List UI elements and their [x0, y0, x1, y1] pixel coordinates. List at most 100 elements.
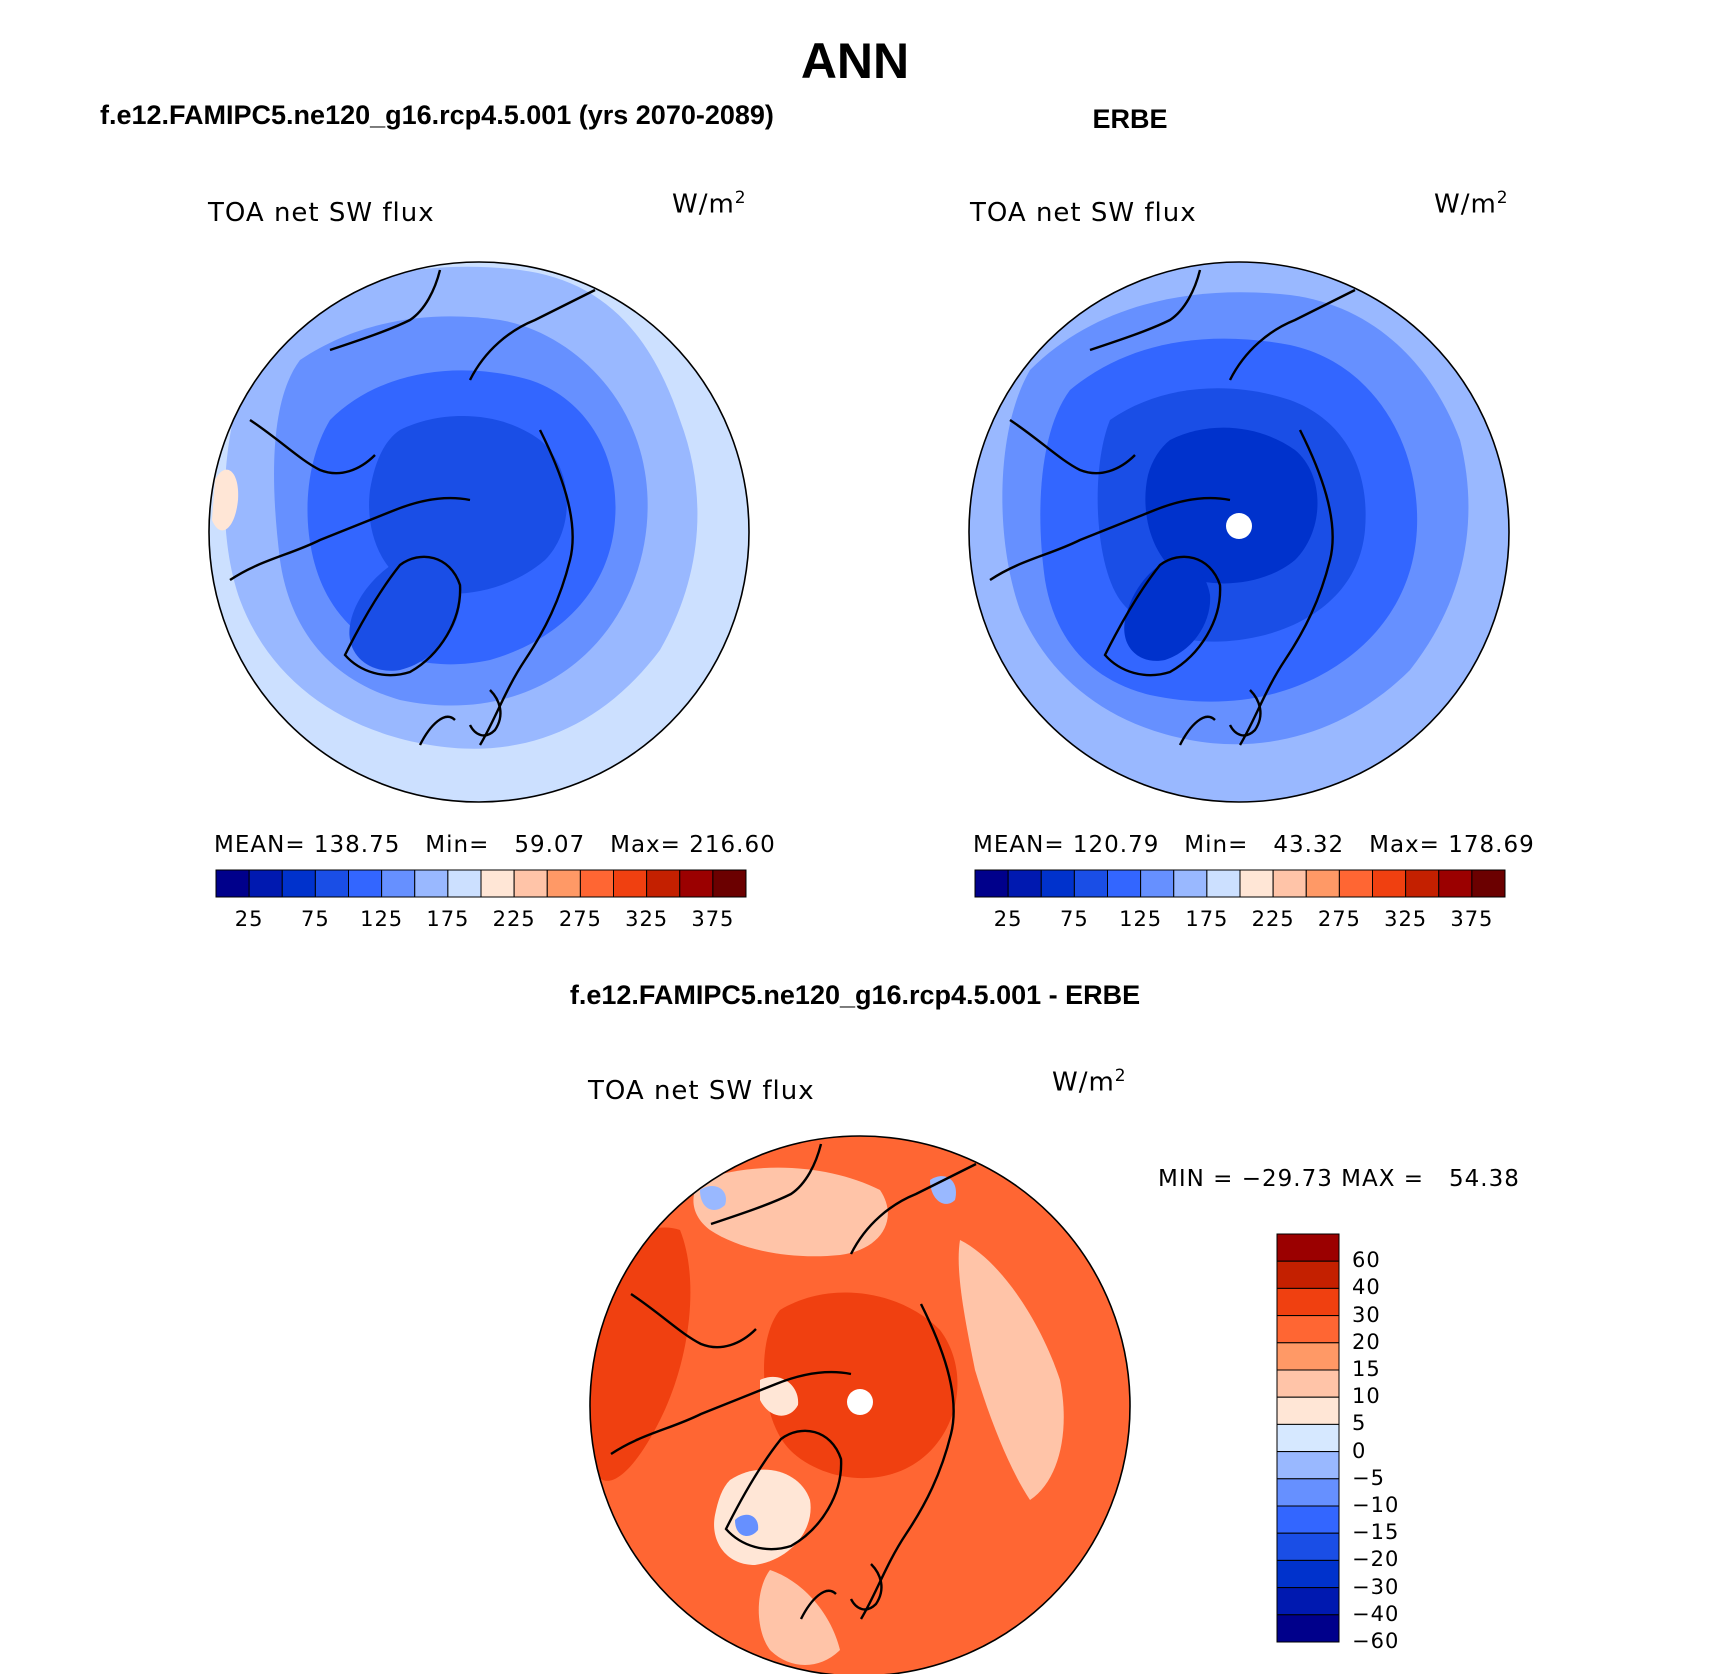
- model-colorbar-box: [480, 869, 515, 898]
- obs-colorbar-box: [1305, 869, 1340, 898]
- diff-colorbar-tick-label: −5: [1352, 1465, 1385, 1490]
- diff-field-cold-north: [700, 1185, 726, 1210]
- diff-stats: MIN = −29.73 MAX = 54.38: [1158, 1166, 1520, 1192]
- diff-colorbar-tick-label: −60: [1352, 1629, 1400, 1653]
- model-colorbar-box: [215, 869, 250, 898]
- model-stats: MEAN= 138.75 Min= 59.07 Max= 216.60: [214, 832, 776, 858]
- model-colorbar-box: [314, 869, 349, 898]
- diff-colorbar-tick-label: 30: [1352, 1302, 1381, 1327]
- obs-variable-label: TOA net SW flux: [970, 198, 1197, 228]
- diff-colorbar-box: [1276, 1315, 1340, 1344]
- obs-coastlines: [989, 269, 1356, 746]
- diff-colorbar-box: [1276, 1287, 1340, 1317]
- diff-colorbar-box: [1276, 1451, 1340, 1480]
- model-colorbar-box: [248, 869, 283, 898]
- diff-colorbar-box: [1276, 1614, 1340, 1643]
- obs-units-label: W/m2: [1434, 188, 1509, 220]
- model-colorbar-tick-label: 325: [625, 907, 669, 931]
- diff-colorbar-tick-label: 0: [1352, 1438, 1367, 1463]
- model-colorbar-box: [546, 869, 581, 898]
- diff-colorbar-ticks: 60 40 30 20 15 10 5 0 −5 −10 −15 −20 −30 −40 −60: [1352, 1234, 1452, 1653]
- obs-colorbar-tick-label: 75: [1060, 907, 1089, 931]
- model-colorbar-box: [679, 869, 714, 898]
- diff-colorbar-tick-label: −30: [1352, 1574, 1400, 1599]
- obs-colorbar-box: [1040, 869, 1075, 898]
- diff-colorbar-box: [1276, 1396, 1340, 1425]
- model-colorbar-tick-label: 275: [558, 907, 602, 931]
- obs-colorbar-box: [1438, 869, 1473, 898]
- diff-colorbar-tick-label: −15: [1352, 1520, 1400, 1545]
- model-colorbar-tick-label: 75: [301, 907, 330, 931]
- obs-colorbar-box: [1140, 869, 1175, 898]
- obs-colorbar-box: [1372, 869, 1407, 898]
- diff-colorbar-box: [1276, 1587, 1340, 1616]
- obs-colorbar-tick-label: 175: [1185, 907, 1229, 931]
- diff-colorbar-box: [1276, 1559, 1340, 1589]
- model-colorbar: [215, 869, 747, 898]
- obs-colorbar-box: [1338, 869, 1373, 898]
- diff-units-label: W/m2: [1052, 1066, 1127, 1098]
- diff-colorbar-tick-label: −40: [1352, 1601, 1400, 1626]
- obs-colorbar-tick-label: 25: [993, 907, 1023, 931]
- diff-field-pale-north: [693, 1167, 888, 1257]
- diff-colorbar-box: [1276, 1369, 1340, 1398]
- diff-colorbar-box: [1276, 1478, 1340, 1507]
- diff-colorbar-box: [1276, 1423, 1340, 1453]
- model-colorbar-box: [447, 869, 482, 898]
- diff-colorbar-tick-label: −20: [1352, 1547, 1400, 1572]
- obs-colorbar-tick-label: 375: [1450, 907, 1494, 931]
- model-colorbar-tick-label: 225: [492, 907, 536, 931]
- obs-colorbar-tick-label: 275: [1317, 907, 1361, 931]
- figure-title: ANN: [800, 33, 910, 89]
- diff-pole-mask: [847, 1389, 873, 1415]
- model-field-core: [369, 416, 567, 594]
- obs-colorbar-box: [1405, 869, 1440, 898]
- diff-map-border: [589, 1135, 1131, 1674]
- diff-coastlines: [610, 1143, 977, 1620]
- diff-colorbar-tick-label: 10: [1352, 1384, 1381, 1409]
- model-coastlines: [229, 269, 596, 746]
- obs-map-border: [968, 261, 1510, 803]
- obs-colorbar-box: [1239, 869, 1274, 898]
- diff-colorbar-box: [1276, 1532, 1340, 1561]
- diff-colorbar-box: [1276, 1342, 1340, 1371]
- diff-field-pale-east: [958, 1240, 1064, 1500]
- model-colorbar-box: [513, 869, 548, 898]
- obs-colorbar-box: [1471, 869, 1506, 898]
- diff-colorbar-tick-label: 5: [1352, 1411, 1367, 1436]
- obs-colorbar-box: [1007, 869, 1042, 898]
- model-colorbar-box: [613, 869, 648, 898]
- diff-colorbar-tick-label: 60: [1352, 1248, 1381, 1273]
- diff-variable-label: TOA net SW flux: [588, 1076, 815, 1106]
- model-colorbar-box: [348, 869, 383, 898]
- diff-colorbar-box: [1276, 1505, 1340, 1534]
- obs-colorbar-ticks: 25 75 125 175 225 275 325 375: [975, 907, 1505, 935]
- model-colorbar-tick-label: 375: [691, 907, 735, 931]
- diff-colorbar-box: [1276, 1260, 1340, 1289]
- obs-colorbar-tick-label: 225: [1251, 907, 1295, 931]
- obs-colorbar-box: [1073, 869, 1108, 898]
- model-greenland-core: [349, 556, 461, 671]
- obs-colorbar-box: [1272, 869, 1307, 898]
- obs-colorbar-box: [1173, 869, 1208, 898]
- obs-stats: MEAN= 120.79 Min= 43.32 Max= 178.69: [973, 832, 1535, 858]
- model-panel-title: f.e12.FAMIPC5.ne120_g16.rcp4.5.001 (yrs …: [100, 100, 774, 130]
- obs-pole-mask: [1226, 513, 1252, 539]
- obs-colorbar: [974, 869, 1506, 898]
- model-map-border: [208, 261, 750, 803]
- model-colorbar-box: [414, 869, 449, 898]
- diff-field-pale-greenland: [714, 1469, 811, 1565]
- diff-colorbar-box: [1276, 1233, 1340, 1262]
- model-colorbar-box: [712, 869, 747, 898]
- model-colorbar-tick-label: 125: [360, 907, 404, 931]
- obs-colorbar-tick-label: 125: [1119, 907, 1163, 931]
- model-field: [209, 262, 749, 802]
- obs-colorbar-box: [974, 869, 1009, 898]
- model-units-label: W/m2: [672, 188, 747, 220]
- diff-colorbar-tick-label: 20: [1352, 1329, 1381, 1354]
- model-colorbar-box: [381, 869, 416, 898]
- model-warm-patch: [212, 469, 239, 531]
- obs-colorbar-tick-label: 325: [1384, 907, 1428, 931]
- model-colorbar-tick-label: 25: [234, 907, 264, 931]
